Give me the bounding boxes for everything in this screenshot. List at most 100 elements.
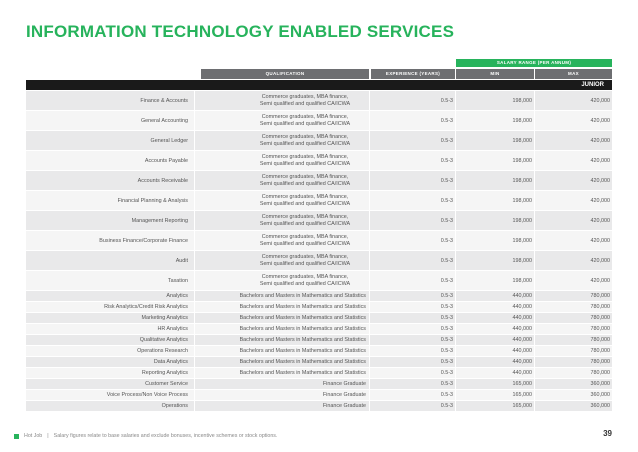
role-cell: Taxation (167, 277, 188, 284)
min-salary-cell: 440,000 (455, 291, 534, 301)
role-cell: Financial Planning & Analysis (117, 197, 188, 204)
footer: Hot Job | Salary figures relate to base … (14, 433, 277, 439)
experience-cell: 0.5-3 (369, 151, 455, 170)
experience-cell: 0.5-3 (369, 390, 455, 400)
qualification-text: Commerce graduates, MBA finance, Semi qu… (259, 134, 351, 147)
table-row: Accounts Receivable Commerce graduates, M… (26, 171, 612, 190)
experience-cell: 0.5-3 (369, 171, 455, 190)
max-salary-cell: 780,000 (534, 368, 612, 378)
min-salary-cell: 165,000 (455, 401, 534, 411)
table-row: Voice Process/Non Voice Process Finance G… (26, 390, 612, 400)
experience-cell: 0.5-3 (369, 131, 455, 150)
min-salary-cell: 440,000 (455, 313, 534, 323)
min-salary-cell: 440,000 (455, 302, 534, 312)
max-salary-cell: 780,000 (534, 357, 612, 367)
experience-cell: 0.5-3 (369, 211, 455, 230)
min-salary-cell: 198,000 (455, 251, 534, 270)
page-title: INFORMATION TECHNOLOGY ENABLED SERVICES (26, 22, 455, 41)
qualification-cell: Commerce graduates, MBA finance, Semi qu… (194, 211, 369, 230)
max-salary-cell: 780,000 (534, 324, 612, 334)
column-header-min: MIN (456, 69, 534, 79)
min-salary-cell: 440,000 (455, 335, 534, 345)
max-salary-cell: 420,000 (534, 211, 612, 230)
role-cell: Operations Research (137, 348, 188, 354)
min-salary-cell: 198,000 (455, 91, 534, 110)
table-row: Operations Finance Graduate 0.5-3 165,000 36… (26, 401, 612, 411)
role-cell: Risk Analytics/Credit Risk Analytics (104, 304, 188, 310)
min-salary-cell: 165,000 (455, 379, 534, 389)
qualification-text: Commerce graduates, MBA finance, Semi qu… (259, 94, 351, 107)
table-row: Audit Commerce graduates, MBA finance, Se… (26, 251, 612, 270)
table-row: Accounts Payable Commerce graduates, MBA … (26, 151, 612, 170)
footer-note: Salary figures relate to base salaries a… (53, 433, 278, 439)
max-salary-cell: 780,000 (534, 291, 612, 301)
qualification-cell: Bachelors and Masters in Mathematics and… (194, 324, 369, 334)
qualification-cell: Bachelors and Masters in Mathematics and… (194, 346, 369, 356)
qualification-cell: Commerce graduates, MBA finance, Semi qu… (194, 111, 369, 130)
page-number: 39 (603, 429, 612, 438)
qualification-cell: Commerce graduates, MBA finance, Semi qu… (194, 151, 369, 170)
table-row: Customer Service Finance Graduate 0.5-3 165… (26, 379, 612, 389)
table-row: Marketing Analytics Bachelors and Masters… (26, 313, 612, 323)
experience-cell: 0.5-3 (369, 111, 455, 130)
experience-cell: 0.5-3 (369, 379, 455, 389)
min-salary-cell: 440,000 (455, 324, 534, 334)
table-row: Analytics Bachelors and Masters in Mathem… (26, 291, 612, 301)
experience-cell: 0.5-3 (369, 401, 455, 411)
qualification-cell: Bachelors and Masters in Mathematics and… (194, 313, 369, 323)
table-row: Financial Planning & Analysis Commerce gr… (26, 191, 612, 210)
experience-cell: 0.5-3 (369, 324, 455, 334)
role-cell: Marketing Analytics (141, 315, 188, 321)
salary-table: Finance & Accounts Commerce graduates, MB… (26, 91, 612, 411)
max-salary-cell: 420,000 (534, 111, 612, 130)
role-cell: Operations (161, 403, 188, 409)
max-salary-cell: 420,000 (534, 151, 612, 170)
min-salary-cell: 165,000 (455, 390, 534, 400)
max-salary-cell: 360,000 (534, 379, 612, 389)
experience-cell: 0.5-3 (369, 231, 455, 250)
experience-cell: 0.5-3 (369, 335, 455, 345)
qualification-text: Commerce graduates, MBA finance, Semi qu… (259, 174, 351, 187)
experience-cell: 0.5-3 (369, 313, 455, 323)
role-cell: Audit (175, 257, 188, 264)
qualification-cell: Commerce graduates, MBA finance, Semi qu… (194, 131, 369, 150)
min-salary-cell: 440,000 (455, 368, 534, 378)
max-salary-cell: 420,000 (534, 271, 612, 290)
role-cell: Finance & Accounts (140, 97, 188, 104)
qualification-cell: Commerce graduates, MBA finance, Semi qu… (194, 191, 369, 210)
footer-separator: | (47, 433, 49, 439)
min-salary-cell: 198,000 (455, 111, 534, 130)
min-salary-cell: 440,000 (455, 346, 534, 356)
max-salary-cell: 780,000 (534, 302, 612, 312)
column-header-qualification: QUALIFICATION (201, 69, 369, 79)
qualification-cell: Commerce graduates, MBA finance, Semi qu… (194, 171, 369, 190)
max-salary-cell: 780,000 (534, 313, 612, 323)
table-row: Taxation Commerce graduates, MBA finance,… (26, 271, 612, 290)
section-label-junior: JUNIOR (26, 80, 612, 90)
column-header-max: MAX (535, 69, 612, 79)
qualification-cell: Bachelors and Masters in Mathematics and… (194, 357, 369, 367)
role-cell: Business Finance/Corporate Finance (99, 237, 188, 244)
max-salary-cell: 420,000 (534, 171, 612, 190)
min-salary-cell: 440,000 (455, 357, 534, 367)
experience-cell: 0.5-3 (369, 368, 455, 378)
min-salary-cell: 198,000 (455, 211, 534, 230)
max-salary-cell: 420,000 (534, 131, 612, 150)
max-salary-cell: 420,000 (534, 231, 612, 250)
brand-square-icon (14, 433, 19, 439)
qualification-cell: Bachelors and Masters in Mathematics and… (194, 302, 369, 312)
experience-cell: 0.5-3 (369, 251, 455, 270)
qualification-text: Commerce graduates, MBA finance, Semi qu… (259, 194, 351, 207)
experience-cell: 0.5-3 (369, 346, 455, 356)
role-cell: Reporting Analytics (141, 370, 188, 376)
qualification-cell: Commerce graduates, MBA finance, Semi qu… (194, 91, 369, 110)
role-cell: Accounts Receivable (137, 177, 188, 184)
qualification-cell: Commerce graduates, MBA finance, Semi qu… (194, 231, 369, 250)
role-cell: Data Analytics (153, 359, 188, 365)
qualification-text: Commerce graduates, MBA finance, Semi qu… (259, 214, 351, 227)
table-row: Data Analytics Bachelors and Masters in M… (26, 357, 612, 367)
table-row: Management Reporting Commerce graduates, … (26, 211, 612, 230)
role-cell: Accounts Payable (144, 157, 188, 164)
role-cell: HR Analytics (157, 326, 188, 332)
table-row: Qualitative Analytics Bachelors and Maste… (26, 335, 612, 345)
